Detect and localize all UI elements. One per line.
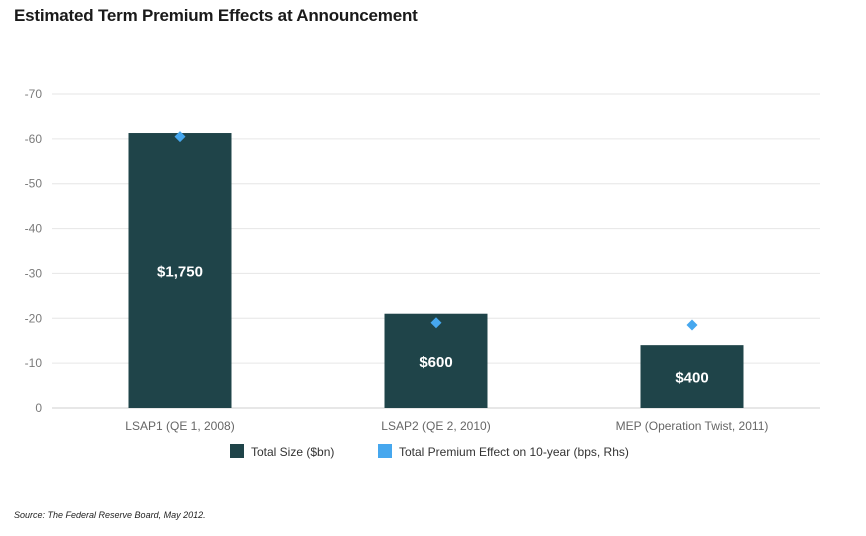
legend-swatch <box>230 444 244 458</box>
legend-label: Total Premium Effect on 10-year (bps, Rh… <box>399 445 629 459</box>
x-axis-ticks: LSAP1 (QE 1, 2008) LSAP2 (QE 2, 2010) MEP … <box>125 419 768 433</box>
bar-data-label: $400 <box>675 370 708 387</box>
y-axis-ticks: -70 -60 -50 -40 -30 -20 -10 0 <box>25 87 43 415</box>
x-tick-label: LSAP1 (QE 1, 2008) <box>125 419 234 433</box>
y-tick-label: 0 <box>35 401 42 415</box>
marker-point <box>430 317 442 329</box>
bar-data-label: $600 <box>419 354 452 371</box>
marker-point <box>686 319 698 331</box>
x-tick-label: MEP (Operation Twist, 2011) <box>616 419 769 433</box>
marker-point <box>174 131 186 143</box>
bars: $1,750 $600 $400 <box>128 133 744 409</box>
legend-label: Total Size ($bn) <box>251 445 334 459</box>
bar <box>128 133 232 409</box>
y-tick-label: -20 <box>25 311 43 325</box>
y-tick-label: -30 <box>25 266 43 280</box>
legend-swatch <box>378 444 392 458</box>
legend: Total Size ($bn) Total Premium Effect on … <box>230 444 629 459</box>
y-tick-label: -40 <box>25 222 43 236</box>
y-tick-label: -10 <box>25 356 43 370</box>
y-tick-label: -60 <box>25 132 43 146</box>
markers <box>174 131 698 331</box>
y-tick-label: -70 <box>25 87 43 101</box>
x-tick-label: LSAP2 (QE 2, 2010) <box>381 419 490 433</box>
bar <box>384 313 488 408</box>
y-tick-label: -50 <box>25 177 43 191</box>
bar <box>640 345 744 408</box>
chart-title: Estimated Term Premium Effects at Announ… <box>14 6 418 25</box>
source-note: Source: The Federal Reserve Board, May 2… <box>14 510 206 520</box>
bar-data-label: $1,750 <box>157 264 203 281</box>
